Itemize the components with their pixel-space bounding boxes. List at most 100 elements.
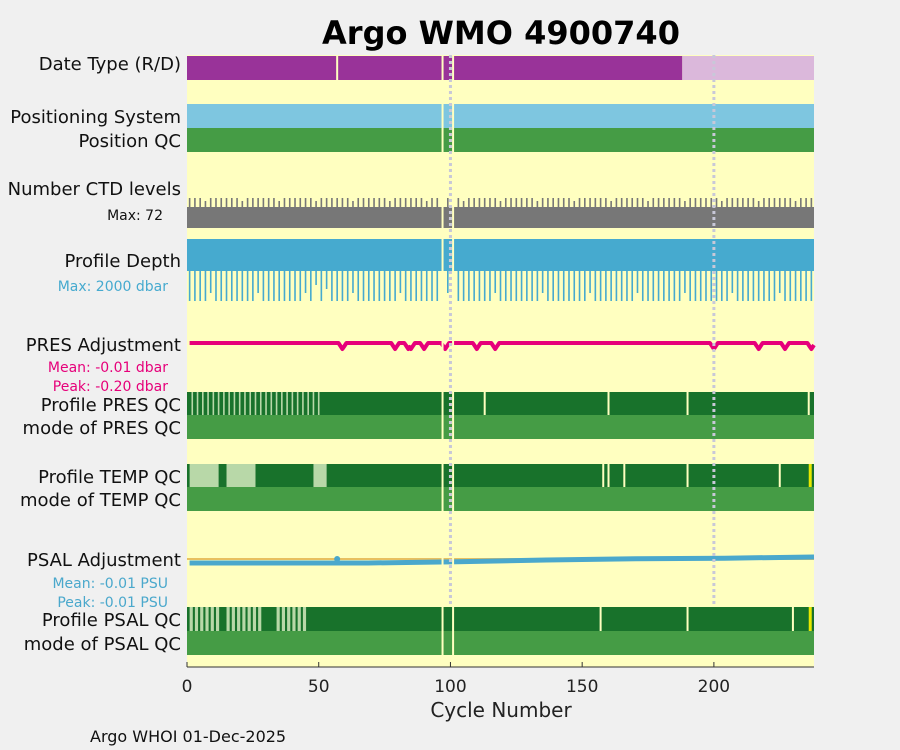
profile-pres-qc-light-cycle (291, 392, 294, 415)
profile-pres-qc-light-cycle (223, 392, 225, 415)
ctd-level-tick (494, 198, 497, 207)
profile-pres-qc-light-cycle (202, 392, 204, 415)
profile-temp-qc-light-range (313, 464, 327, 487)
profile-depth-tick (610, 271, 612, 301)
mode-temp-qc-bar (187, 487, 814, 511)
ctd-level-tick (288, 198, 291, 207)
profile-depth-tick (341, 271, 344, 301)
profile-temp-qc-gap (452, 464, 455, 487)
ctd-level-tick (404, 198, 407, 207)
profile-depth-gap (441, 239, 444, 302)
profile-depth-tick (362, 271, 365, 301)
profile-depth-tick (294, 271, 296, 301)
ctd-level-tick (204, 201, 207, 207)
row-label-profile-pres-qc: Profile PRES QC (41, 395, 181, 416)
ctd-level-tick (225, 198, 228, 207)
pres-adjustment-gap (452, 337, 455, 351)
ctd-level-tick (768, 198, 771, 207)
position-qc-bar (187, 128, 814, 152)
pres-adjustment-peak: Peak: -0.20 dbar (53, 379, 168, 395)
ctd-level-tick (410, 198, 412, 207)
profile-depth-tick (310, 271, 312, 301)
ctd-level-tick (399, 198, 402, 207)
profile-depth-tick (757, 271, 760, 301)
ctd-level-tick (800, 198, 802, 207)
ctd-level-tick (599, 198, 602, 207)
profile-psal-qc-gap (599, 607, 602, 631)
profile-pres-qc-light-cycle (275, 392, 278, 415)
ctd-level-tick (526, 198, 528, 207)
profile-pres-qc-light-cycle (238, 392, 241, 415)
ctd-level-tick (257, 198, 259, 207)
profile-depth-tick (657, 271, 660, 301)
profile-depth-tick (304, 271, 307, 293)
ctd-level-tick (341, 198, 344, 207)
profile-depth-tick (557, 271, 560, 301)
ctd-level-tick (652, 198, 655, 207)
profile-psal-qc-gap (452, 607, 455, 631)
ctd-level-tick (362, 198, 365, 207)
ctd-level-tick (230, 198, 233, 207)
ctd-level-tick (352, 201, 354, 207)
mode-temp-qc-gap (452, 487, 455, 511)
ctd-level-tick (336, 198, 338, 207)
profile-psal-qc-light-cycle (258, 607, 262, 631)
mode-psal-qc-gap (441, 631, 444, 655)
profile-depth-tick (352, 271, 354, 293)
profile-psal-qc-light-cycle (297, 607, 301, 631)
profile-depth-tick (288, 271, 291, 301)
ctd-level-tick (315, 201, 317, 207)
profile-depth-tick (325, 271, 328, 289)
profile-depth-tick (273, 271, 275, 301)
profile-depth-tick (573, 271, 576, 301)
profile-pres-qc-gap (686, 392, 689, 415)
profile-depth-tick (378, 271, 381, 301)
profile-depth-tick (800, 271, 802, 301)
profile-pres-qc-light-cycle (212, 392, 215, 415)
ctd-level-tick (209, 198, 212, 207)
profile-depth-tick (230, 271, 233, 301)
ctd-level-tick (626, 198, 628, 207)
profile-psal-qc-flag (808, 607, 812, 631)
profile-psal-qc-light-cycle (276, 607, 280, 631)
row-label-mode-pres-qc: mode of PRES QC (23, 418, 181, 439)
mode-pres-qc-gap (441, 415, 444, 439)
ctd-level-tick (778, 198, 781, 207)
profile-pres-qc-light-cycle (281, 392, 283, 415)
ctd-level-tick (415, 198, 417, 207)
profile-depth-tick (584, 271, 586, 301)
x-tick-label: 200 (698, 677, 730, 697)
date-type-gap (441, 56, 444, 80)
profile-depth-tick (462, 271, 465, 301)
profile-depth-tick (652, 271, 655, 301)
ctd-level-tick (568, 198, 570, 207)
mode-psal-qc-gap (452, 631, 455, 655)
ctd-level-tick (367, 198, 370, 207)
profile-depth-tick (615, 271, 618, 301)
ctd-level-tick (578, 198, 581, 207)
x-axis: 0 50 100 150 200 (182, 662, 814, 697)
row-label-position-qc: Position QC (78, 131, 181, 152)
profile-pres-qc-light-cycle (233, 392, 236, 415)
date-type-gap (336, 56, 339, 80)
profile-depth-tick (647, 271, 649, 301)
ctd-level-tick (663, 198, 665, 207)
profile-temp-qc-flag (808, 464, 812, 487)
profile-depth-tick (494, 271, 497, 293)
profile-pres-qc-light-cycle (249, 392, 252, 415)
ctd-level-tick (389, 201, 391, 207)
ctd-level-tick (689, 198, 691, 207)
profile-pres-qc-light-cycle (270, 392, 273, 415)
ctd-level-tick (573, 201, 576, 207)
profile-depth-tick (436, 271, 439, 301)
mode-pres-qc-gap (452, 415, 455, 439)
ctd-levels-max: Max: 72 (107, 208, 163, 224)
profile-psal-qc-gap (441, 607, 444, 631)
profile-depth-tick (478, 271, 481, 301)
ctd-level-tick (194, 198, 196, 207)
ctd-levels-gap (441, 197, 444, 228)
ctd-level-tick (357, 198, 360, 207)
profile-psal-qc-light-cycle (242, 607, 246, 631)
profile-temp-qc-gap (602, 464, 605, 487)
profile-depth-tick (715, 271, 718, 301)
